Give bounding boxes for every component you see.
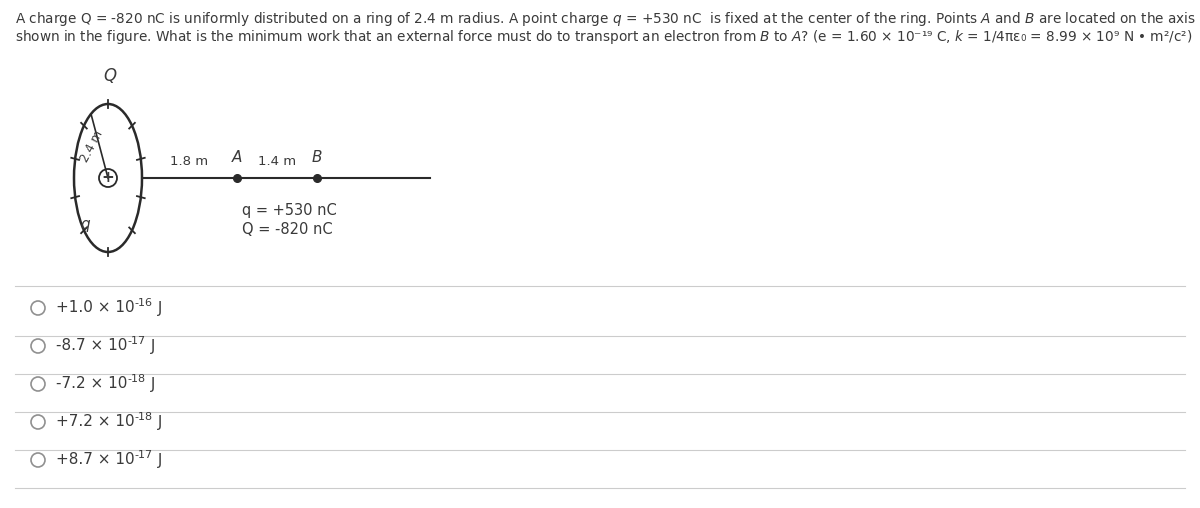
Text: J: J [152, 301, 162, 315]
Text: -17: -17 [127, 335, 145, 345]
Text: 1.8 m: 1.8 m [170, 155, 208, 168]
Text: $A$: $A$ [230, 149, 244, 165]
Text: +: + [102, 171, 114, 185]
Text: q = +530 nC: q = +530 nC [242, 203, 337, 218]
Text: -8.7 × 10: -8.7 × 10 [56, 338, 127, 354]
Text: shown in the figure. What is the minimum work that an external force must do to : shown in the figure. What is the minimum… [14, 28, 1193, 46]
Text: -18: -18 [127, 373, 145, 384]
Text: Q = -820 nC: Q = -820 nC [242, 222, 332, 237]
Text: 2.4 m: 2.4 m [78, 128, 106, 164]
Text: -16: -16 [134, 298, 152, 307]
Text: -18: -18 [134, 411, 152, 422]
Text: -7.2 × 10: -7.2 × 10 [56, 376, 127, 392]
Text: 1.4 m: 1.4 m [258, 155, 296, 168]
Text: +1.0 × 10: +1.0 × 10 [56, 301, 134, 315]
Text: -17: -17 [134, 450, 152, 460]
Text: J: J [145, 376, 155, 392]
Text: +8.7 × 10: +8.7 × 10 [56, 453, 134, 467]
Text: +7.2 × 10: +7.2 × 10 [56, 415, 134, 429]
Text: A charge Q = -820 nC is uniformly distributed on a ring of 2.4 m radius. A point: A charge Q = -820 nC is uniformly distri… [14, 10, 1200, 28]
Text: J: J [152, 415, 162, 429]
Text: $B$: $B$ [311, 149, 323, 165]
Text: $Q$: $Q$ [103, 66, 118, 85]
Text: J: J [145, 338, 155, 354]
Text: $q$: $q$ [80, 218, 91, 234]
Text: J: J [152, 453, 162, 467]
